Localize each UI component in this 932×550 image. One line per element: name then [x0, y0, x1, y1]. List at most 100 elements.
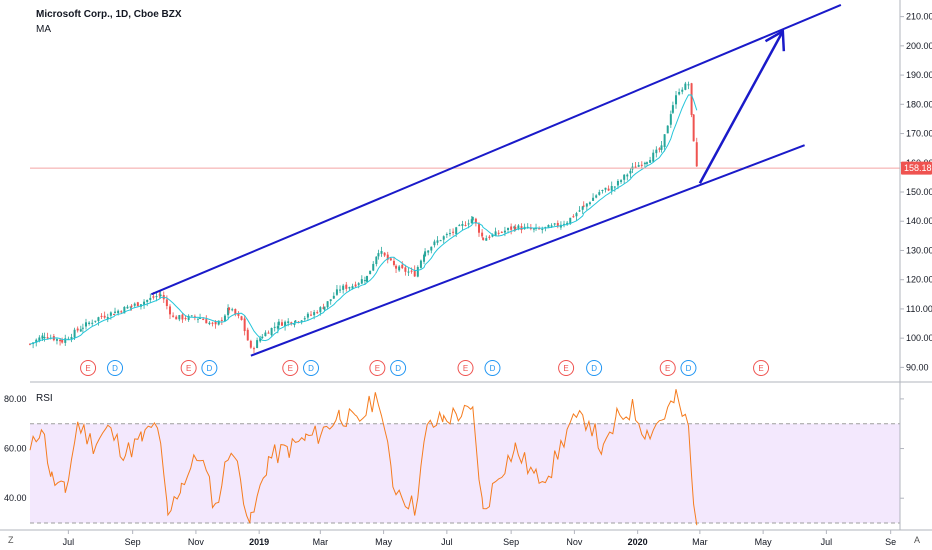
y-tick-label: 180.00: [906, 99, 932, 109]
candle-body: [306, 313, 309, 318]
candle-body: [88, 322, 91, 324]
candle-body: [610, 185, 613, 191]
candle-body: [168, 306, 171, 315]
candle-body: [313, 312, 316, 316]
rsi-indicator-label[interactable]: RSI: [36, 393, 53, 404]
candle-body: [585, 203, 588, 207]
candle-body: [143, 301, 146, 305]
x-tick-label: Mar: [692, 537, 708, 547]
candle-body: [601, 190, 604, 192]
x-tick-label: Jul: [821, 537, 833, 547]
channel-lower-line[interactable]: [250, 144, 805, 357]
candle-body: [442, 236, 445, 240]
candle-body: [159, 294, 162, 296]
candle-body: [626, 174, 629, 177]
rsi-y-tick-label: 40.00: [4, 493, 27, 503]
dividend-marker-label: D: [207, 364, 213, 373]
candle-body: [246, 329, 249, 341]
x-axis[interactable]: Jul Sep Nov 2019 Mar May Jul Sep Nov 2020 Mar May Ju…: [0, 529, 932, 547]
candle-body: [553, 223, 556, 225]
candle-body: [477, 224, 480, 233]
candle-body: [455, 227, 458, 235]
last-price-tag-background: [901, 161, 932, 175]
candle-body: [202, 318, 205, 320]
candle-body: [345, 284, 348, 289]
candle-body: [464, 225, 467, 227]
candle-body: [645, 162, 648, 164]
auto-scale-button[interactable]: A: [914, 535, 921, 545]
candle-body: [510, 226, 513, 230]
x-tick-label: 2019: [249, 537, 269, 547]
candle-body: [264, 332, 267, 337]
candle-body: [470, 219, 473, 224]
timezone-button[interactable]: Z: [8, 535, 14, 545]
y-axis-ticks: 90.00 100.00 110.00 120.00 130.00 140.00 150.0…: [900, 12, 932, 372]
candle-body: [485, 238, 488, 241]
dividend-marker: [201, 360, 218, 376]
candle-body: [360, 279, 363, 284]
candle-body: [73, 329, 76, 338]
candle-body: [471, 217, 474, 221]
candle-body: [126, 306, 129, 309]
candle-body: [448, 233, 451, 235]
y-tick-label: 190.00: [906, 70, 932, 80]
candle-body: [112, 314, 115, 316]
candle-body: [109, 312, 112, 316]
dividend-marker-label: D: [308, 364, 314, 373]
candle-body: [91, 322, 94, 324]
candle-body: [663, 134, 666, 148]
candle-body: [620, 180, 623, 182]
candle-body: [637, 165, 640, 167]
candle-body: [424, 251, 427, 257]
y-tick-label: 150.00: [906, 187, 932, 197]
candle-body: [461, 224, 464, 226]
candle-body: [660, 145, 663, 150]
candle-body: [43, 337, 46, 339]
candle-body: [595, 195, 598, 198]
chart-title[interactable]: Microsoft Corp., 1D, Cboe BZX: [36, 9, 182, 20]
dividend-marker: [390, 360, 407, 376]
x-tick-label: Sep: [503, 537, 519, 547]
earnings-marker: [282, 360, 299, 376]
y-tick-label: 100.00: [906, 333, 932, 343]
candle-body: [240, 316, 243, 320]
candle-body: [566, 222, 569, 225]
candle-body: [395, 265, 398, 269]
candle-body: [572, 216, 575, 218]
candle-body: [649, 160, 652, 163]
earnings-marker-label: E: [186, 364, 191, 373]
candle-body: [507, 227, 510, 231]
candle-body: [199, 317, 202, 319]
ma-indicator-label[interactable]: MA: [36, 24, 51, 35]
x-tick-label: Jul: [441, 537, 453, 547]
candle-body: [211, 322, 214, 324]
projection-arrow[interactable]: [698, 29, 786, 184]
rsi-pane[interactable]: [29, 389, 900, 526]
rsi-band: [30, 423, 900, 524]
candle-body: [436, 240, 439, 243]
channel-upper-line[interactable]: [150, 4, 842, 296]
candle-body: [280, 322, 283, 326]
x-tick-label: Nov: [566, 537, 583, 547]
y-axis[interactable]: 90.00 100.00 110.00 120.00 130.00 140.00 150.0…: [4, 0, 932, 530]
candle-body: [556, 222, 559, 226]
candle-body: [517, 225, 520, 230]
candle-body: [520, 226, 523, 230]
candle-body: [623, 174, 626, 180]
candle-body: [588, 202, 591, 205]
rsi-y-tick-label: 80.00: [4, 394, 27, 404]
candle-body: [439, 240, 442, 242]
candle-body: [243, 318, 246, 332]
candles: [29, 81, 698, 353]
candle-body: [500, 231, 503, 233]
x-tick-label: Sep: [125, 537, 141, 547]
candle-body: [130, 305, 133, 307]
y-tick-label: 130.00: [906, 245, 932, 255]
candle-body: [326, 301, 329, 308]
candle-body: [97, 317, 100, 321]
x-axis-ticks: Jul Sep Nov 2019 Mar May Jul Sep Nov 2020 Mar May Ju…: [63, 530, 896, 547]
candle-body: [544, 226, 547, 228]
y-tick-label: 110.00: [906, 304, 932, 314]
